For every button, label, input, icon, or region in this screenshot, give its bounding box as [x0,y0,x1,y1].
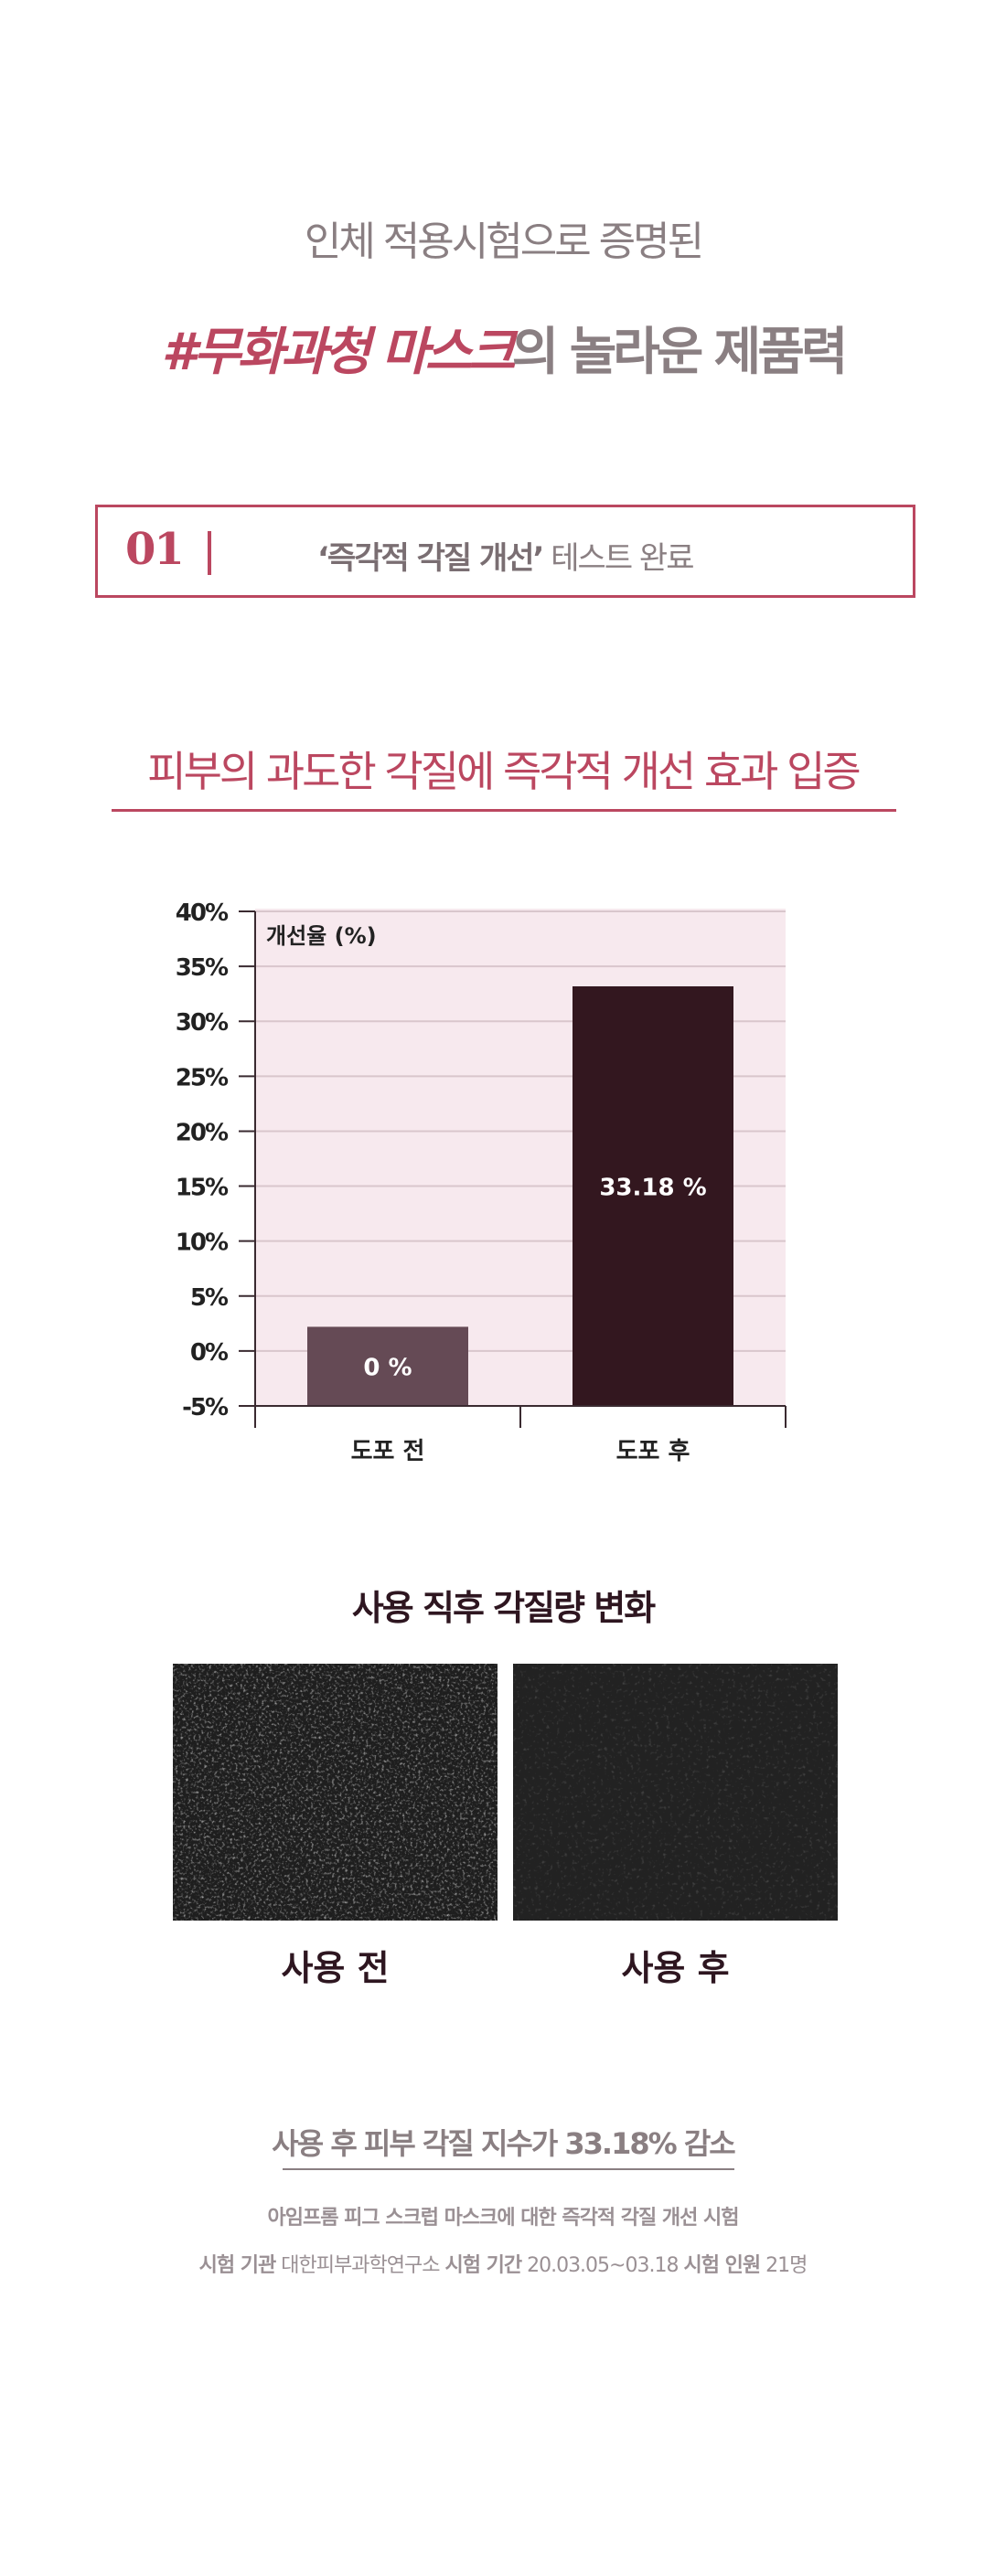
org-label: 시험 기관 [198,2254,277,2277]
result-summary: 사용 후 피부 각질 지수가 33.18% 감소 [272,2126,735,2161]
before-skin-photo [173,1664,498,1921]
page-subtitle: 인체 적용시험으로 증명된 [304,218,704,265]
y-tick-label: 15% [176,1175,229,1202]
y-tick-label: 40% [176,899,229,927]
bar-after [573,985,733,1406]
y-tick-label: 10% [176,1229,229,1257]
improvement-bar-chart: 40% 35% 30% 25% 20% 15% 10% 5% 0% -5% 0 % 도포 전 33.1… [176,899,787,1465]
headline-underline [112,809,896,812]
test-status: 테스트 완료 [551,540,694,577]
period-value: 20.03.05~03.18 [527,2254,679,2277]
after-label: 사용 후 [621,1948,730,1988]
y-tick-label: 30% [176,1009,229,1037]
title-highlight: #무화과청 마스크 [161,323,516,382]
bars: 0 % 도포 전 33.18 % 도포 후 [307,985,733,1465]
data-label: 33.18 % [599,1175,706,1202]
test-name: ‘즉각적 각질 개선’ [317,540,544,577]
y-tick-label: 25% [176,1064,229,1091]
org-value: 대한피부과학연구소 [281,2254,440,2277]
before-label: 사용 전 [281,1948,390,1988]
title-rest: 의 놀라운 제품력 [511,323,849,382]
bar-before [307,1326,468,1406]
y-axis-label: 개선율 (%) [266,923,377,949]
test-number: 01 [125,524,185,575]
page-title: #무화과청 마스크의 놀라운 제품력 [0,311,1006,385]
y-tick-label: 20% [176,1119,229,1146]
category-label: 도포 후 [616,1438,690,1465]
x-axis-ticks [519,1406,787,1428]
category-label: 도포 전 [351,1438,425,1465]
y-tick-label: 35% [176,954,229,982]
y-tick-label: 0% [190,1339,229,1367]
y-axis-ticks: 40% 35% 30% 25% 20% 15% 10% 5% 0% -5% [176,899,255,1421]
photo-section-title: 사용 직후 각질량 변화 [351,1588,656,1628]
test-details: 시험 기관 대한피부과학연구소 시험 기간 20.03.05~03.18 시험 … [0,2249,1006,2278]
test-description: 아임프롬 피그 스크럽 마스크에 대한 즉각적 각질 개선 시험 [267,2207,739,2230]
divider [208,531,211,575]
test-title: ‘즉각적 각질 개선’ 테스트 완료 [317,533,695,578]
data-label: 0 % [363,1355,412,1382]
test-badge-box: 01 ‘즉각적 각질 개선’ 테스트 완료 [95,505,915,598]
people-value: 21명 [765,2254,808,2277]
people-label: 시험 인원 [683,2254,761,2277]
result-underline [283,2168,734,2170]
period-label: 시험 기간 [444,2254,522,2277]
after-skin-photo [513,1664,838,1921]
y-tick-label: -5% [182,1394,229,1421]
y-tick-label: 5% [190,1284,229,1312]
section-headline: 피부의 과도한 각질에 즉각적 개선 효과 입증 [147,747,862,796]
